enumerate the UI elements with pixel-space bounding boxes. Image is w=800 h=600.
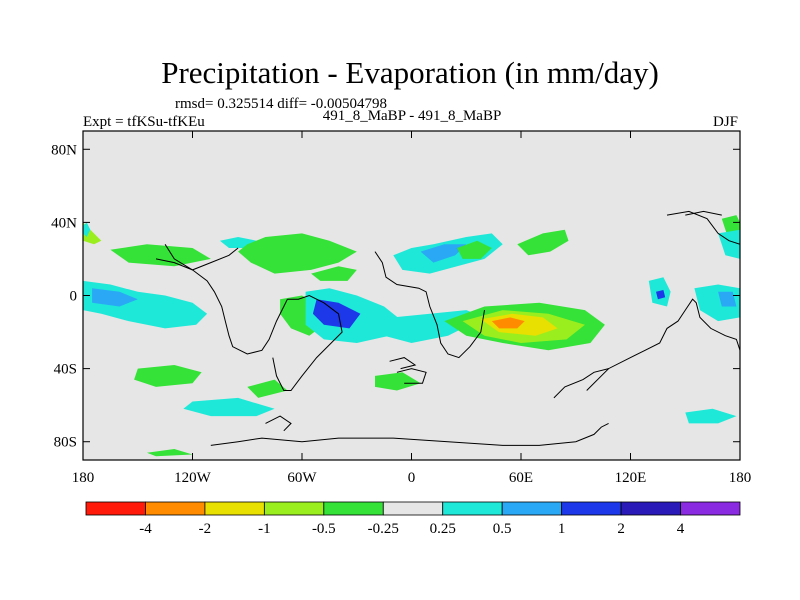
- contour-region-tropical-pacific-blue: [92, 288, 138, 307]
- colorbar-label: 1: [558, 521, 566, 537]
- colorbar-swatch: [263, 501, 325, 516]
- x-tick-label: 120E: [615, 470, 647, 486]
- coastline-north-america-east: [155, 247, 239, 271]
- coastline-africa-west: [374, 251, 485, 359]
- x-tick-label: 60E: [509, 470, 533, 486]
- x-tick-label: 180: [729, 470, 752, 486]
- coastline-layer: [155, 210, 740, 446]
- contour-region-arabia-green: [517, 229, 569, 256]
- y-tick-label: 0: [70, 289, 78, 305]
- colorbar-label: -1: [258, 521, 271, 537]
- colorbar-swatch: [323, 501, 384, 516]
- contour-region-north-pacific-west-band: [83, 222, 91, 237]
- colorbar-swatch: [85, 501, 146, 516]
- contour-region-south-pacific-cyan: [183, 397, 275, 417]
- coastline-north-pacific-rim: [666, 210, 740, 245]
- x-tick-label: 180: [72, 470, 95, 486]
- coastline-antarctica-peninsula: [265, 415, 292, 432]
- colorbar-swatch: [501, 501, 563, 516]
- colorbar-swatch: [561, 501, 622, 516]
- colorbar-swatch: [680, 501, 741, 516]
- colorbar-label: 0.5: [493, 521, 512, 537]
- y-tick-label: 40S: [54, 362, 77, 378]
- contour-region-south-indian-orange: [491, 317, 525, 329]
- colorbar-swatch: [620, 501, 681, 516]
- colorbar: -4 -2 -1 -0.5 -0.25 0.25 0.5 1 2 4: [85, 501, 741, 537]
- coastline-antarctica: [210, 422, 609, 446]
- contour-region-southern-ocean-green: [146, 449, 193, 457]
- x-tick-label: 0: [408, 470, 416, 486]
- colorbar-swatch: [442, 501, 503, 516]
- y-tick-label: 40N: [51, 215, 77, 231]
- contour-region-north-atlantic-green: [238, 233, 357, 274]
- coastline-south-africa-island: [389, 357, 417, 370]
- colorbar-swatch: [204, 501, 265, 516]
- coastline-americas-west: [164, 244, 288, 355]
- coastline-australia: [586, 298, 740, 391]
- colorbar-label: -0.5: [312, 521, 336, 537]
- coastline-australia-west: [553, 368, 609, 399]
- experiment-label: Expt = tfKSu-tfKEu: [83, 114, 205, 130]
- coastline-africa-south: [396, 368, 427, 384]
- season-label: DJF: [713, 114, 738, 130]
- colorbar-label: 2: [617, 521, 625, 537]
- y-tick-label: 80N: [51, 142, 77, 158]
- contour-region-north-atlantic-east-core: [420, 244, 467, 263]
- contour-region-south-pacific-green: [134, 365, 202, 387]
- coastline-arctic-northwest: [685, 210, 722, 216]
- contour-fill-layer: [83, 215, 740, 457]
- map-plot-area: [82, 130, 741, 461]
- y-tick-label: 80S: [54, 435, 77, 451]
- colorbar-label: -2: [199, 521, 212, 537]
- x-tick-label: 120W: [174, 470, 212, 486]
- colorbar-label: 4: [677, 521, 685, 537]
- colorbar-swatch: [382, 501, 444, 516]
- y-axis: 80N 40N 0 40S 80S: [51, 142, 740, 451]
- colorbar-swatch: [145, 501, 206, 516]
- map-background: [83, 131, 740, 460]
- colorbar-label: -0.25: [368, 521, 399, 537]
- contour-region-maritime-continent-blue: [656, 290, 666, 300]
- case-label: 491_8_MaBP - 491_8_MaBP: [323, 108, 502, 124]
- contour-region-patagonia-green: [247, 379, 288, 398]
- coastline-south-america: [272, 294, 343, 391]
- contour-region-east-pacific-blue: [718, 291, 737, 307]
- contour-region-south-america-blue-core: [312, 299, 361, 329]
- contour-region-north-atlantic-green-2: [311, 266, 357, 281]
- x-axis: 180 120W 60W 0 60E 120E 180: [72, 131, 752, 486]
- stats-label: rmsd= 0.325514 diff= -0.00504798: [175, 96, 387, 112]
- contour-region-south-atlantic-green-2: [375, 372, 421, 391]
- chart-title: Precipitation - Evaporation (in mm/day): [161, 55, 659, 90]
- colorbar-label: -4: [139, 521, 152, 537]
- x-tick-label: 60W: [287, 470, 317, 486]
- contour-region-north-pacific-east: [110, 244, 211, 267]
- colorbar-label: 0.25: [430, 521, 456, 537]
- contour-region-mediterranean-green: [457, 240, 492, 259]
- contour-region-southern-ocean-cyan: [685, 408, 737, 424]
